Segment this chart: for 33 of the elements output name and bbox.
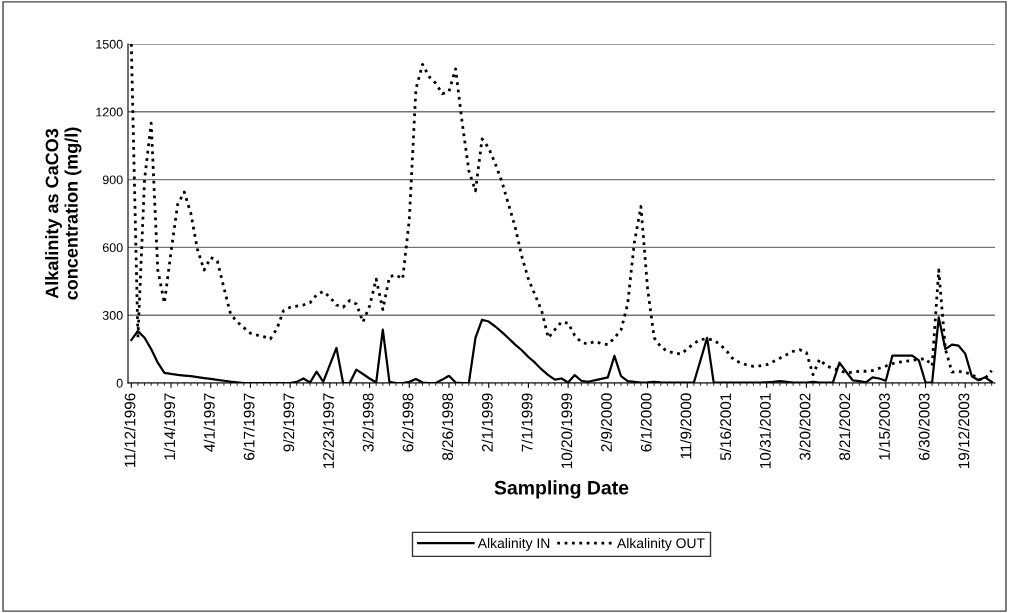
x-tick-label: 6/1/2000 xyxy=(640,393,652,452)
x-tick-label: 2/1/1999 xyxy=(481,393,493,452)
x-tick-label: 8/26/1998 xyxy=(441,393,454,461)
x-tick-label: 12/23/1997 xyxy=(322,393,334,469)
x-tick-label: 2/9/2000 xyxy=(600,393,612,452)
y-tick-label: 1200 xyxy=(96,107,123,117)
x-tick-label: 1/14/1997 xyxy=(163,393,176,460)
x-tick-label: 9/2/1997 xyxy=(283,393,295,452)
x-tick-label: 6/2/1998 xyxy=(402,393,414,452)
y-tick-label: 1500 xyxy=(96,39,123,49)
x-tick-label: 7/1/1999 xyxy=(521,393,533,452)
x-tick-label: 6/30/2003 xyxy=(918,393,930,460)
x-tick-label: 5/16/2001 xyxy=(719,393,732,461)
line-series xyxy=(129,44,994,381)
y-tick-label: 900 xyxy=(102,175,123,185)
x-tick-label: 19/12/2003 xyxy=(958,393,970,469)
y-tick-label: 0 xyxy=(116,378,123,388)
x-tick-label: 8/21/2002 xyxy=(838,393,851,461)
y-axis-title: Alkalinity as CaCO3 concentration (mg/l) xyxy=(45,127,82,300)
x-tick-label: 10/31/2001 xyxy=(759,393,771,469)
y-tick-label: 300 xyxy=(102,311,123,320)
x-tick-label: 3/20/2002 xyxy=(799,393,811,461)
x-tick-label: 11/12/1996 xyxy=(124,393,136,467)
x-axis-title: Sampling Date xyxy=(494,480,629,499)
legend-label: Alkalinity IN xyxy=(477,537,550,551)
x-tick-label: 1/15/2003 xyxy=(878,393,890,460)
x-tick-label: 6/17/1997 xyxy=(243,393,255,460)
x-tick-label: 11/9/2000 xyxy=(680,393,692,459)
x-tick-label: 10/20/1999 xyxy=(561,393,573,469)
legend-label: Alkalinity OUT xyxy=(617,537,705,551)
x-tick-label: 3/2/1998 xyxy=(362,393,374,452)
x-tick-label: 4/1/1997 xyxy=(203,393,215,452)
y-tick-label: 600 xyxy=(102,243,123,253)
